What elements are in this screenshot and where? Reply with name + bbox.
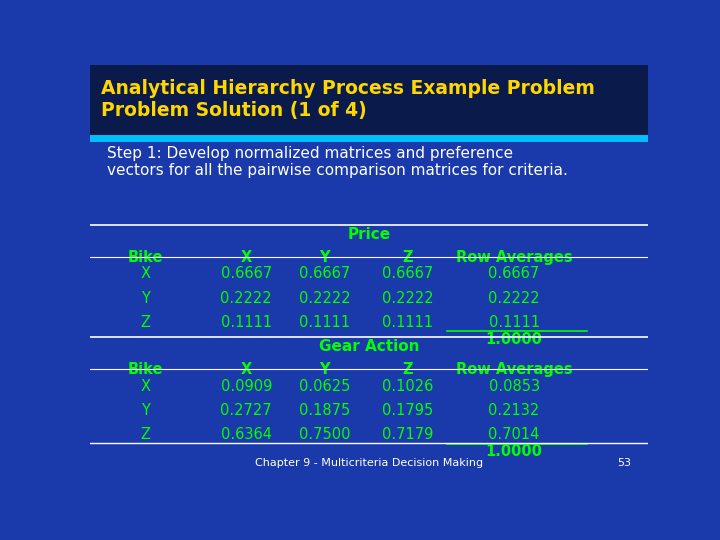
Text: 1.0000: 1.0000 bbox=[486, 444, 542, 460]
Text: 0.0625: 0.0625 bbox=[299, 379, 350, 394]
Text: 0.6667: 0.6667 bbox=[488, 266, 540, 281]
Text: Row Averages: Row Averages bbox=[456, 250, 572, 265]
Text: 0.1795: 0.1795 bbox=[382, 403, 433, 418]
Text: 0.1111: 0.1111 bbox=[299, 315, 350, 330]
Text: 0.6364: 0.6364 bbox=[221, 427, 271, 442]
Text: 0.6667: 0.6667 bbox=[299, 266, 350, 281]
Text: 0.6667: 0.6667 bbox=[220, 266, 272, 281]
Text: Bike: Bike bbox=[128, 362, 163, 377]
Text: X: X bbox=[240, 362, 252, 377]
Text: Y: Y bbox=[141, 403, 150, 418]
Text: Step 1: Develop normalized matrices and preference
vectors for all the pairwise : Step 1: Develop normalized matrices and … bbox=[107, 146, 567, 178]
FancyBboxPatch shape bbox=[90, 65, 648, 138]
Text: 0.7014: 0.7014 bbox=[488, 427, 540, 442]
Text: Chapter 9 - Multicriteria Decision Making: Chapter 9 - Multicriteria Decision Makin… bbox=[255, 458, 483, 468]
Text: Z: Z bbox=[402, 362, 413, 377]
Text: Price: Price bbox=[348, 227, 390, 241]
Text: Y: Y bbox=[319, 250, 330, 265]
Text: Analytical Hierarchy Process Example Problem
Problem Solution (1 of 4): Analytical Hierarchy Process Example Pro… bbox=[101, 79, 595, 120]
Text: Z: Z bbox=[141, 427, 150, 442]
Text: 0.2222: 0.2222 bbox=[382, 291, 434, 306]
Text: 53: 53 bbox=[617, 458, 631, 468]
Text: 0.1026: 0.1026 bbox=[382, 379, 433, 394]
Text: X: X bbox=[141, 379, 150, 394]
Text: 0.2222: 0.2222 bbox=[488, 291, 540, 306]
Text: 0.1875: 0.1875 bbox=[299, 403, 350, 418]
Text: 0.6667: 0.6667 bbox=[382, 266, 433, 281]
Text: Gear Action: Gear Action bbox=[319, 339, 419, 354]
Text: 0.1111: 0.1111 bbox=[220, 315, 272, 330]
Text: 0.7179: 0.7179 bbox=[382, 427, 433, 442]
Text: Y: Y bbox=[319, 362, 330, 377]
Text: Z: Z bbox=[402, 250, 413, 265]
Text: X: X bbox=[240, 250, 252, 265]
Text: Bike: Bike bbox=[128, 250, 163, 265]
Text: 0.0853: 0.0853 bbox=[488, 379, 540, 394]
Text: 0.1111: 0.1111 bbox=[382, 315, 433, 330]
Text: Y: Y bbox=[141, 291, 150, 306]
Text: 0.7500: 0.7500 bbox=[299, 427, 350, 442]
Text: Row Averages: Row Averages bbox=[456, 362, 572, 377]
Text: 0.2132: 0.2132 bbox=[488, 403, 540, 418]
Text: 1.0000: 1.0000 bbox=[486, 332, 542, 347]
Text: 0.2222: 0.2222 bbox=[220, 291, 272, 306]
Text: X: X bbox=[141, 266, 150, 281]
Text: 0.0909: 0.0909 bbox=[220, 379, 272, 394]
Text: 0.2727: 0.2727 bbox=[220, 403, 272, 418]
Text: 0.1111: 0.1111 bbox=[488, 315, 540, 330]
Text: 0.2222: 0.2222 bbox=[299, 291, 350, 306]
Text: Z: Z bbox=[141, 315, 150, 330]
